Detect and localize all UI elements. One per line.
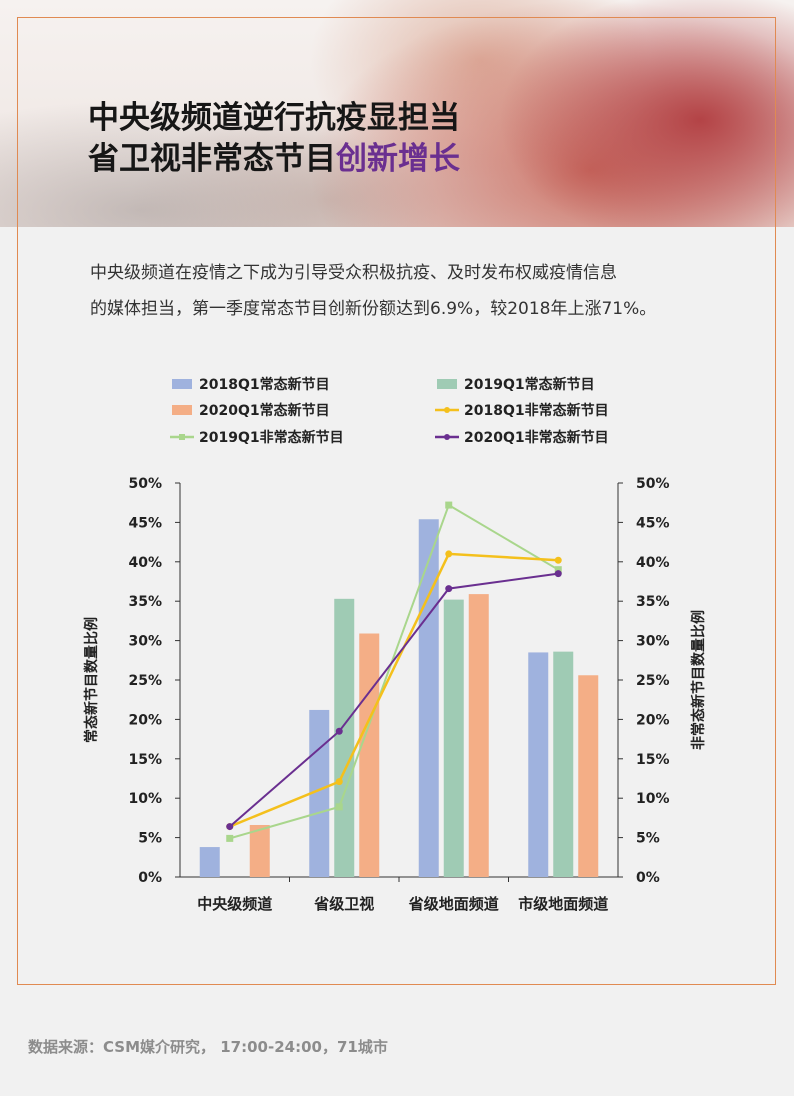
line-point: [445, 501, 453, 509]
line-point: [445, 550, 453, 558]
chart-legend: 2018Q1常态新节目 2019Q1常态新节目 2020Q1常态新节目 2018Q1非…: [170, 376, 609, 446]
intro-line1: 中央级频道在疫情之下成为引导受众积极抗疫、及时发布权威疫情信息: [90, 263, 617, 283]
title-plain: 省卫视非常态节目: [88, 141, 336, 177]
right-tick-label: 25%: [636, 673, 670, 689]
right-tick-label: 20%: [636, 712, 670, 728]
left-tick-label: 5%: [138, 831, 162, 847]
x-tick-label: 省级地面频道: [408, 895, 499, 913]
legend-label: 2020Q1常态新节目: [199, 402, 330, 419]
line-point: [554, 556, 562, 564]
bar: [418, 519, 439, 877]
right-tick-label: 0%: [636, 870, 660, 886]
line-point: [445, 585, 453, 593]
right-axis-title: 非常态新节目数量比例: [690, 610, 707, 750]
combo-chart: 2018Q1常态新节目 2019Q1常态新节目 2020Q1常态新节目 2018Q1非…: [83, 376, 707, 913]
legend-swatch: [172, 405, 192, 415]
line-point: [554, 570, 562, 578]
x-tick-label: 市级地面频道: [518, 895, 608, 913]
right-tick-label: 30%: [636, 634, 670, 650]
left-tick-label: 20%: [128, 712, 162, 728]
left-tick-label: 45%: [128, 515, 162, 531]
series-line: [229, 503, 559, 840]
right-tick-label: 45%: [636, 515, 670, 531]
legend-label: 2018Q1非常态新节目: [464, 402, 609, 419]
chart-bars: [199, 519, 599, 877]
x-tick-label: 省级卫视: [313, 895, 374, 913]
bar: [443, 599, 464, 877]
bar: [249, 824, 270, 877]
title-highlight: 创新增长: [336, 141, 460, 177]
series-line: [229, 572, 559, 828]
hero-banner: [0, 0, 794, 227]
right-tick-label: 35%: [636, 594, 670, 610]
left-tick-label: 30%: [128, 634, 162, 650]
chart-lines: [226, 501, 562, 842]
line-point: [226, 823, 234, 831]
line-point: [335, 727, 343, 735]
right-tick-label: 5%: [636, 831, 660, 847]
data-source-note: 数据来源：CSM媒介研究， 17:00-24:00，71城市: [28, 1038, 388, 1056]
right-tick-label: 15%: [636, 752, 670, 768]
line-point: [226, 834, 234, 842]
right-tick-label: 40%: [636, 555, 670, 571]
legend-swatch: [172, 379, 192, 389]
legend-label: 2019Q1非常态新节目: [199, 429, 344, 446]
left-tick-label: 40%: [128, 555, 162, 571]
page-title-line2: 省卫视非常态节目创新增长: [88, 133, 460, 178]
right-tick-label: 50%: [636, 476, 670, 492]
bar: [199, 847, 220, 877]
legend-marker: [444, 434, 450, 440]
line-point: [335, 778, 343, 786]
line-point: [554, 566, 562, 574]
legend-marker: [179, 434, 185, 440]
left-tick-label: 35%: [128, 594, 162, 610]
chart-axes: 0% 0% 5% 5% 10% 10% 15% 15% 20% 20% 25% 25% 30% 30% 35…: [83, 476, 707, 913]
series-line: [229, 552, 559, 828]
left-tick-label: 25%: [128, 673, 162, 689]
bar: [528, 652, 549, 877]
page-title-line1: 中央级频道逆行抗疫显担当: [88, 100, 460, 136]
bar: [359, 633, 380, 877]
left-axis-title: 常态新节目数量比例: [83, 617, 100, 743]
left-tick-label: 50%: [128, 476, 162, 492]
left-tick-label: 0%: [138, 870, 162, 886]
legend-label: 2018Q1常态新节目: [199, 376, 330, 393]
right-tick-label: 10%: [636, 791, 670, 807]
line-point: [335, 803, 343, 811]
legend-marker: [444, 407, 450, 413]
bar: [468, 594, 489, 877]
content-frame: [17, 17, 776, 985]
x-tick-label: 中央级频道: [197, 895, 272, 913]
left-tick-label: 15%: [128, 752, 162, 768]
bar: [553, 651, 574, 877]
bar: [578, 675, 599, 877]
intro-line2: 的媒体担当，第一季度常态节目创新份额达到6.9%，较2018年上涨71%。: [90, 299, 657, 319]
legend-label: 2019Q1常态新节目: [464, 376, 595, 393]
left-tick-label: 10%: [128, 791, 162, 807]
bar: [334, 598, 355, 877]
legend-swatch: [437, 379, 457, 389]
legend-label: 2020Q1非常态新节目: [464, 429, 609, 446]
